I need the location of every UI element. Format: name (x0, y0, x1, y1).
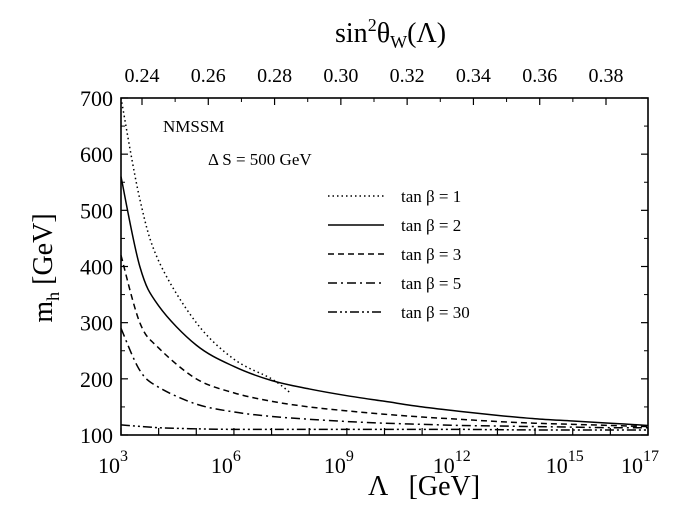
legend-label: tan β = 30 (401, 303, 470, 322)
y-tick-label: 400 (80, 255, 113, 280)
svg-text:mh [GeV]: mh [GeV] (28, 213, 63, 322)
x-tick-label: 103 (98, 448, 128, 478)
y-tick-label: 700 (80, 86, 113, 111)
top-tick-label: 0.28 (257, 65, 292, 87)
top-tick-label: 0.32 (390, 65, 425, 87)
y-tick-label: 600 (80, 142, 113, 167)
series-line-2 (120, 176, 649, 427)
top-axis-title: sin2θW(Λ) (335, 15, 446, 52)
series-line-3 (120, 255, 649, 428)
series-line-5 (120, 424, 649, 431)
legend-label: tan β = 3 (401, 245, 461, 264)
top-tick-label: 0.38 (589, 65, 624, 87)
y-axis: 100 200 300 400 500 600 700 (80, 86, 648, 448)
plot-frame (120, 97, 649, 436)
legend-label: tan β = 1 (401, 187, 461, 206)
top-tick-label: 0.24 (125, 65, 160, 87)
model-annotation: NMSSM (163, 117, 224, 136)
series-lines (120, 97, 649, 431)
delta-s-annotation: Δ S = 500 GeV (208, 150, 312, 169)
y-tick-label: 300 (80, 311, 113, 336)
y-tick-label: 100 (80, 423, 113, 448)
top-tick-label: 0.30 (323, 65, 358, 87)
y-tick-label: 500 (80, 198, 113, 223)
top-tick-label: 0.36 (522, 65, 557, 87)
y-axis-title: mh [GeV] (28, 213, 63, 322)
legend-label: tan β = 2 (401, 216, 461, 235)
x-tick-label: 109 (324, 448, 354, 478)
top-axis: 0.24 0.26 0.28 0.30 0.32 0.34 0.36 0.38 (125, 65, 624, 105)
top-tick-label: 0.34 (456, 65, 491, 87)
top-tick-label: 0.26 (191, 65, 226, 87)
legend: tan β = 1 tan β = 2 tan β = 3 tan β = 5 tan … (328, 187, 470, 322)
x-tick-label: 1015 (546, 448, 584, 478)
y-tick-label: 200 (80, 367, 113, 392)
x-tick-label: 106 (211, 448, 241, 478)
legend-label: tan β = 5 (401, 274, 461, 293)
series-line-4 (120, 327, 649, 429)
x-tick-label: 1017 (621, 448, 659, 478)
x-axis-title: Λ [GeV] (368, 471, 480, 502)
series-line-1 (120, 97, 291, 394)
